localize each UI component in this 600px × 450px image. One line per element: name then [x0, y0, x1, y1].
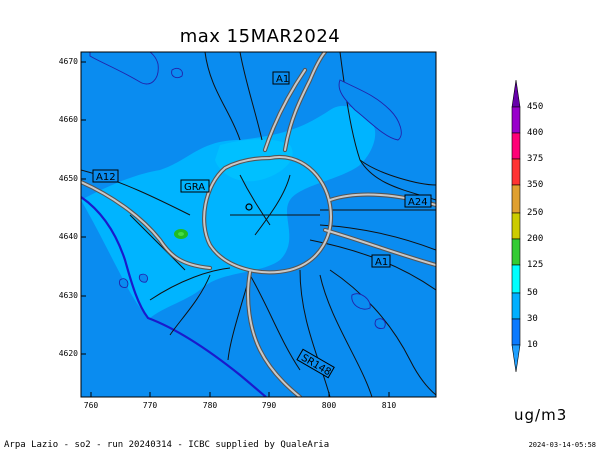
city-centre-marker	[245, 203, 253, 211]
unit-label: ug/m3	[514, 406, 568, 424]
sea-area	[81, 200, 265, 397]
colorbar-label-30: 30	[527, 314, 538, 324]
y-tick-4670: 4670	[58, 57, 78, 66]
road-label-a12: A12	[96, 172, 116, 183]
road-label-a24: A24	[408, 197, 428, 208]
footer-timestamp: 2024-03-14-05:58	[528, 441, 596, 449]
lakes	[89, 52, 402, 329]
x-tick-780: 780	[202, 401, 218, 410]
colorbar-label-50: 50	[527, 288, 538, 298]
y-tick-4650: 4650	[58, 174, 78, 183]
colorbar-label-200: 200	[527, 234, 544, 244]
y-tick-4620: 4620	[58, 349, 78, 358]
road-label-gra: GRA	[184, 182, 205, 193]
colorbar-label-400: 400	[527, 128, 544, 138]
x-tick-800: 800	[321, 401, 337, 410]
colorbar-label-125: 125	[527, 260, 544, 270]
y-tick-4640: 4640	[58, 232, 78, 241]
y-tick-4660: 4660	[58, 115, 78, 124]
colorbar-label-375: 375	[527, 154, 544, 164]
coastline	[81, 196, 267, 397]
colorbar-label-250: 250	[527, 208, 544, 218]
x-tick-790: 790	[261, 401, 277, 410]
road-label-a1-south: A1	[375, 257, 388, 268]
x-tick-770: 770	[142, 401, 158, 410]
x-tick-810: 810	[381, 401, 397, 410]
colorbar	[511, 79, 521, 373]
footer-credits: Arpa Lazio - so2 - run 20240314 - ICBC s…	[4, 440, 330, 450]
x-tick-760: 760	[83, 401, 99, 410]
colorbar-label-450: 450	[527, 102, 544, 112]
colorbar-label-350: 350	[527, 180, 544, 190]
map-title: max 15MAR2024	[179, 26, 341, 47]
colorbar-label-10: 10	[527, 340, 538, 350]
y-tick-4630: 4630	[58, 291, 78, 300]
road-label-a1-north: A1	[276, 74, 289, 85]
